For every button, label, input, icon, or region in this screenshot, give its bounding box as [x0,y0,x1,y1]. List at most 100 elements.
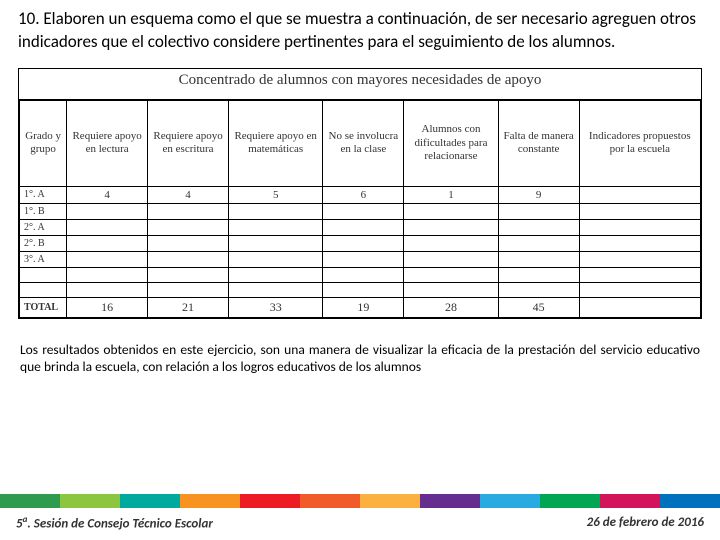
data-cell [148,219,229,235]
total-label: TOTAL [20,297,67,317]
data-cell [498,235,579,251]
row-label [20,282,67,297]
data-cell [323,282,404,297]
data-cell: 4 [67,186,148,203]
row-label: 1°. B [20,203,67,219]
col-header: Grado y grupo [20,100,67,186]
data-cell [498,267,579,282]
data-cell [148,251,229,267]
table-title: Concentrado de alumnos con mayores neces… [19,69,701,100]
data-cell [67,282,148,297]
stripe-segment [420,494,480,508]
data-cell [579,235,700,251]
stripe-segment [120,494,180,508]
stripe-segment [60,494,120,508]
data-cell [67,219,148,235]
stripe-segment [540,494,600,508]
data-cell: 9 [498,186,579,203]
data-cell [498,219,579,235]
data-cell [579,186,700,203]
header-row: Grado y grupo Requiere apoyo en lectura … [20,100,701,186]
color-stripe [0,494,720,508]
table-row: 1°. B [20,203,701,219]
total-cell: 16 [67,297,148,317]
col-header: Requiere apoyo en escritura [148,100,229,186]
total-cell: 28 [404,297,498,317]
data-cell [498,282,579,297]
data-cell [229,203,323,219]
data-cell [229,235,323,251]
data-table: Grado y grupo Requiere apoyo en lectura … [19,100,701,318]
row-label: 2°. B [20,235,67,251]
data-cell [498,203,579,219]
data-cell [67,267,148,282]
instruction-text: 10. Elaboren un esquema como el que se m… [18,8,702,54]
table-row: 2°. B [20,235,701,251]
data-cell [579,219,700,235]
total-cell: 33 [229,297,323,317]
stripe-segment [0,494,60,508]
data-cell [404,235,498,251]
footer-left: 5a. Sesión de Consejo Técnico Escolar [16,514,213,531]
data-cell [579,203,700,219]
data-cell [579,282,700,297]
data-cell [323,267,404,282]
data-cell [148,235,229,251]
data-cell: 4 [148,186,229,203]
data-cell [323,251,404,267]
data-cell [404,219,498,235]
data-cell: 5 [229,186,323,203]
data-cell [229,282,323,297]
col-header: No se involucra en la clase [323,100,404,186]
row-label: 1°. A [20,186,67,203]
total-cell [579,297,700,317]
data-cell [67,203,148,219]
data-cell [148,267,229,282]
data-cell: 1 [404,186,498,203]
data-cell [148,282,229,297]
stripe-segment [480,494,540,508]
row-label: 2°. A [20,219,67,235]
table-row: 3°. A [20,251,701,267]
footer-right: 26 de febrero de 2016 [587,515,704,530]
stripe-segment [600,494,660,508]
col-header: Falta de manera constante [498,100,579,186]
data-cell [67,235,148,251]
data-cell [323,235,404,251]
stripe-segment [660,494,720,508]
table-container: Concentrado de alumnos con mayores neces… [18,68,702,319]
data-cell [579,251,700,267]
data-cell [498,251,579,267]
col-header: Requiere apoyo en matemáticas [229,100,323,186]
stripe-segment [300,494,360,508]
stripe-segment [360,494,420,508]
data-cell [67,251,148,267]
data-cell [404,251,498,267]
row-label: 3°. A [20,251,67,267]
col-header: Indicadores propuestos por la escuela [579,100,700,186]
data-cell [323,203,404,219]
total-cell: 21 [148,297,229,317]
total-cell: 19 [323,297,404,317]
data-cell [404,282,498,297]
total-row: TOTAL 16 21 33 19 28 45 [20,297,701,317]
row-label [20,267,67,282]
data-cell [229,251,323,267]
total-cell: 45 [498,297,579,317]
table-row [20,267,701,282]
closing-text: Los resultados obtenidos en este ejercic… [18,341,702,376]
data-cell [404,203,498,219]
col-header: Requiere apoyo en lectura [67,100,148,186]
table-row [20,282,701,297]
data-cell [148,203,229,219]
stripe-segment [240,494,300,508]
data-cell [229,267,323,282]
table-row: 1°. A445619 [20,186,701,203]
footer: 5a. Sesión de Consejo Técnico Escolar 26… [0,494,720,540]
stripe-segment [180,494,240,508]
col-header: Alumnos con dificultades para relacionar… [404,100,498,186]
data-cell [323,219,404,235]
table-row: 2°. A [20,219,701,235]
data-cell [404,267,498,282]
data-cell: 6 [323,186,404,203]
